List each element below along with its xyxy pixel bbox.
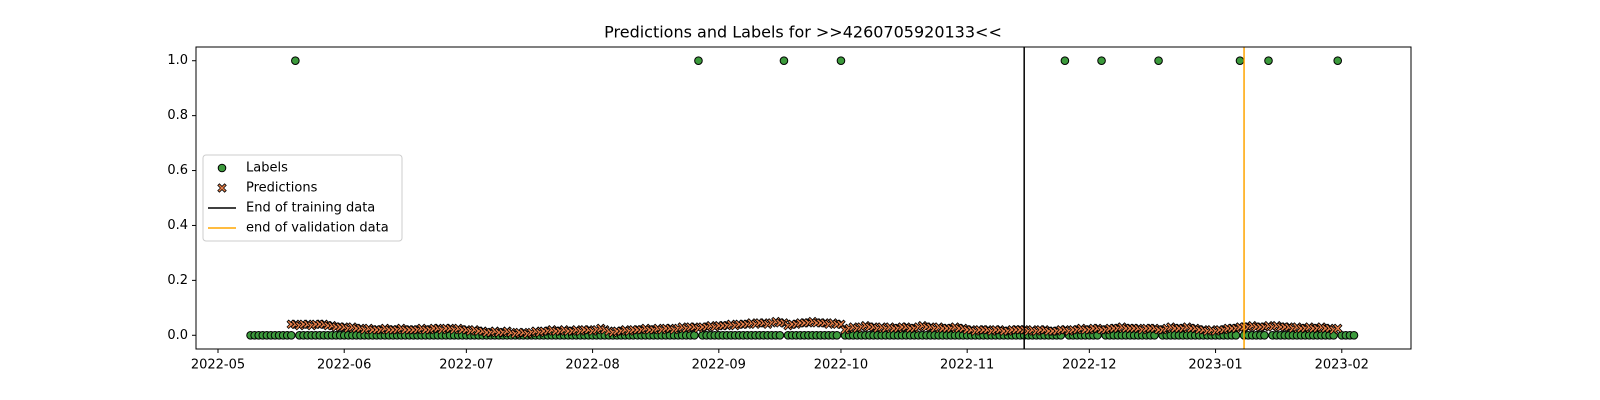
plot-frame bbox=[195, 46, 1412, 350]
legend: Labels Predictions End of training data end… bbox=[202, 154, 403, 242]
y-tick-label: 0.0 bbox=[167, 328, 188, 343]
label-point bbox=[779, 56, 789, 66]
label-point bbox=[1060, 56, 1070, 66]
y-tick-label: 0.8 bbox=[167, 108, 188, 123]
legend-label: End of training data bbox=[246, 201, 375, 216]
label-point bbox=[836, 56, 846, 66]
chart-title: Predictions and Labels for >>42607059201… bbox=[604, 23, 1002, 42]
x-tick-label: 2023-01 bbox=[1188, 358, 1242, 373]
label-point bbox=[1333, 56, 1343, 66]
label-point bbox=[1235, 56, 1245, 66]
x-tick-label: 2022-08 bbox=[565, 358, 619, 373]
y-tick-label: 0.2 bbox=[167, 273, 188, 288]
series-1 bbox=[286, 316, 1343, 339]
x-tick-label: 2022-07 bbox=[439, 358, 493, 373]
x-tick-label: 2022-05 bbox=[191, 358, 245, 373]
label-point bbox=[286, 330, 296, 340]
label-point bbox=[1349, 330, 1359, 340]
label-point bbox=[832, 330, 842, 340]
label-point bbox=[1260, 330, 1269, 340]
legend-marker bbox=[217, 163, 227, 173]
legend-box bbox=[202, 154, 403, 242]
x-tick-label: 2023-02 bbox=[1315, 358, 1369, 373]
label-point bbox=[694, 56, 703, 66]
legend-label: Predictions bbox=[246, 181, 318, 196]
x-tick-label: 2022-09 bbox=[692, 358, 746, 373]
x-tick-label: 2022-11 bbox=[940, 358, 994, 373]
label-point bbox=[690, 330, 699, 340]
legend-marker bbox=[217, 183, 227, 193]
prediction-point bbox=[1332, 323, 1343, 334]
legend-label: Labels bbox=[246, 161, 288, 176]
label-point bbox=[291, 56, 300, 66]
label-point bbox=[1264, 56, 1273, 66]
x-tick-label: 2022-10 bbox=[814, 358, 868, 373]
x-tick-label: 2022-06 bbox=[317, 358, 371, 373]
label-point bbox=[1097, 56, 1106, 66]
x-tick-label: 2022-12 bbox=[1062, 358, 1116, 373]
y-tick-label: 0.6 bbox=[167, 163, 188, 178]
y-tick-label: 1.0 bbox=[167, 53, 188, 68]
y-tick-label: 0.4 bbox=[167, 218, 188, 233]
label-point bbox=[775, 330, 785, 340]
legend-label: end of validation data bbox=[246, 221, 389, 236]
label-point bbox=[1154, 56, 1163, 66]
